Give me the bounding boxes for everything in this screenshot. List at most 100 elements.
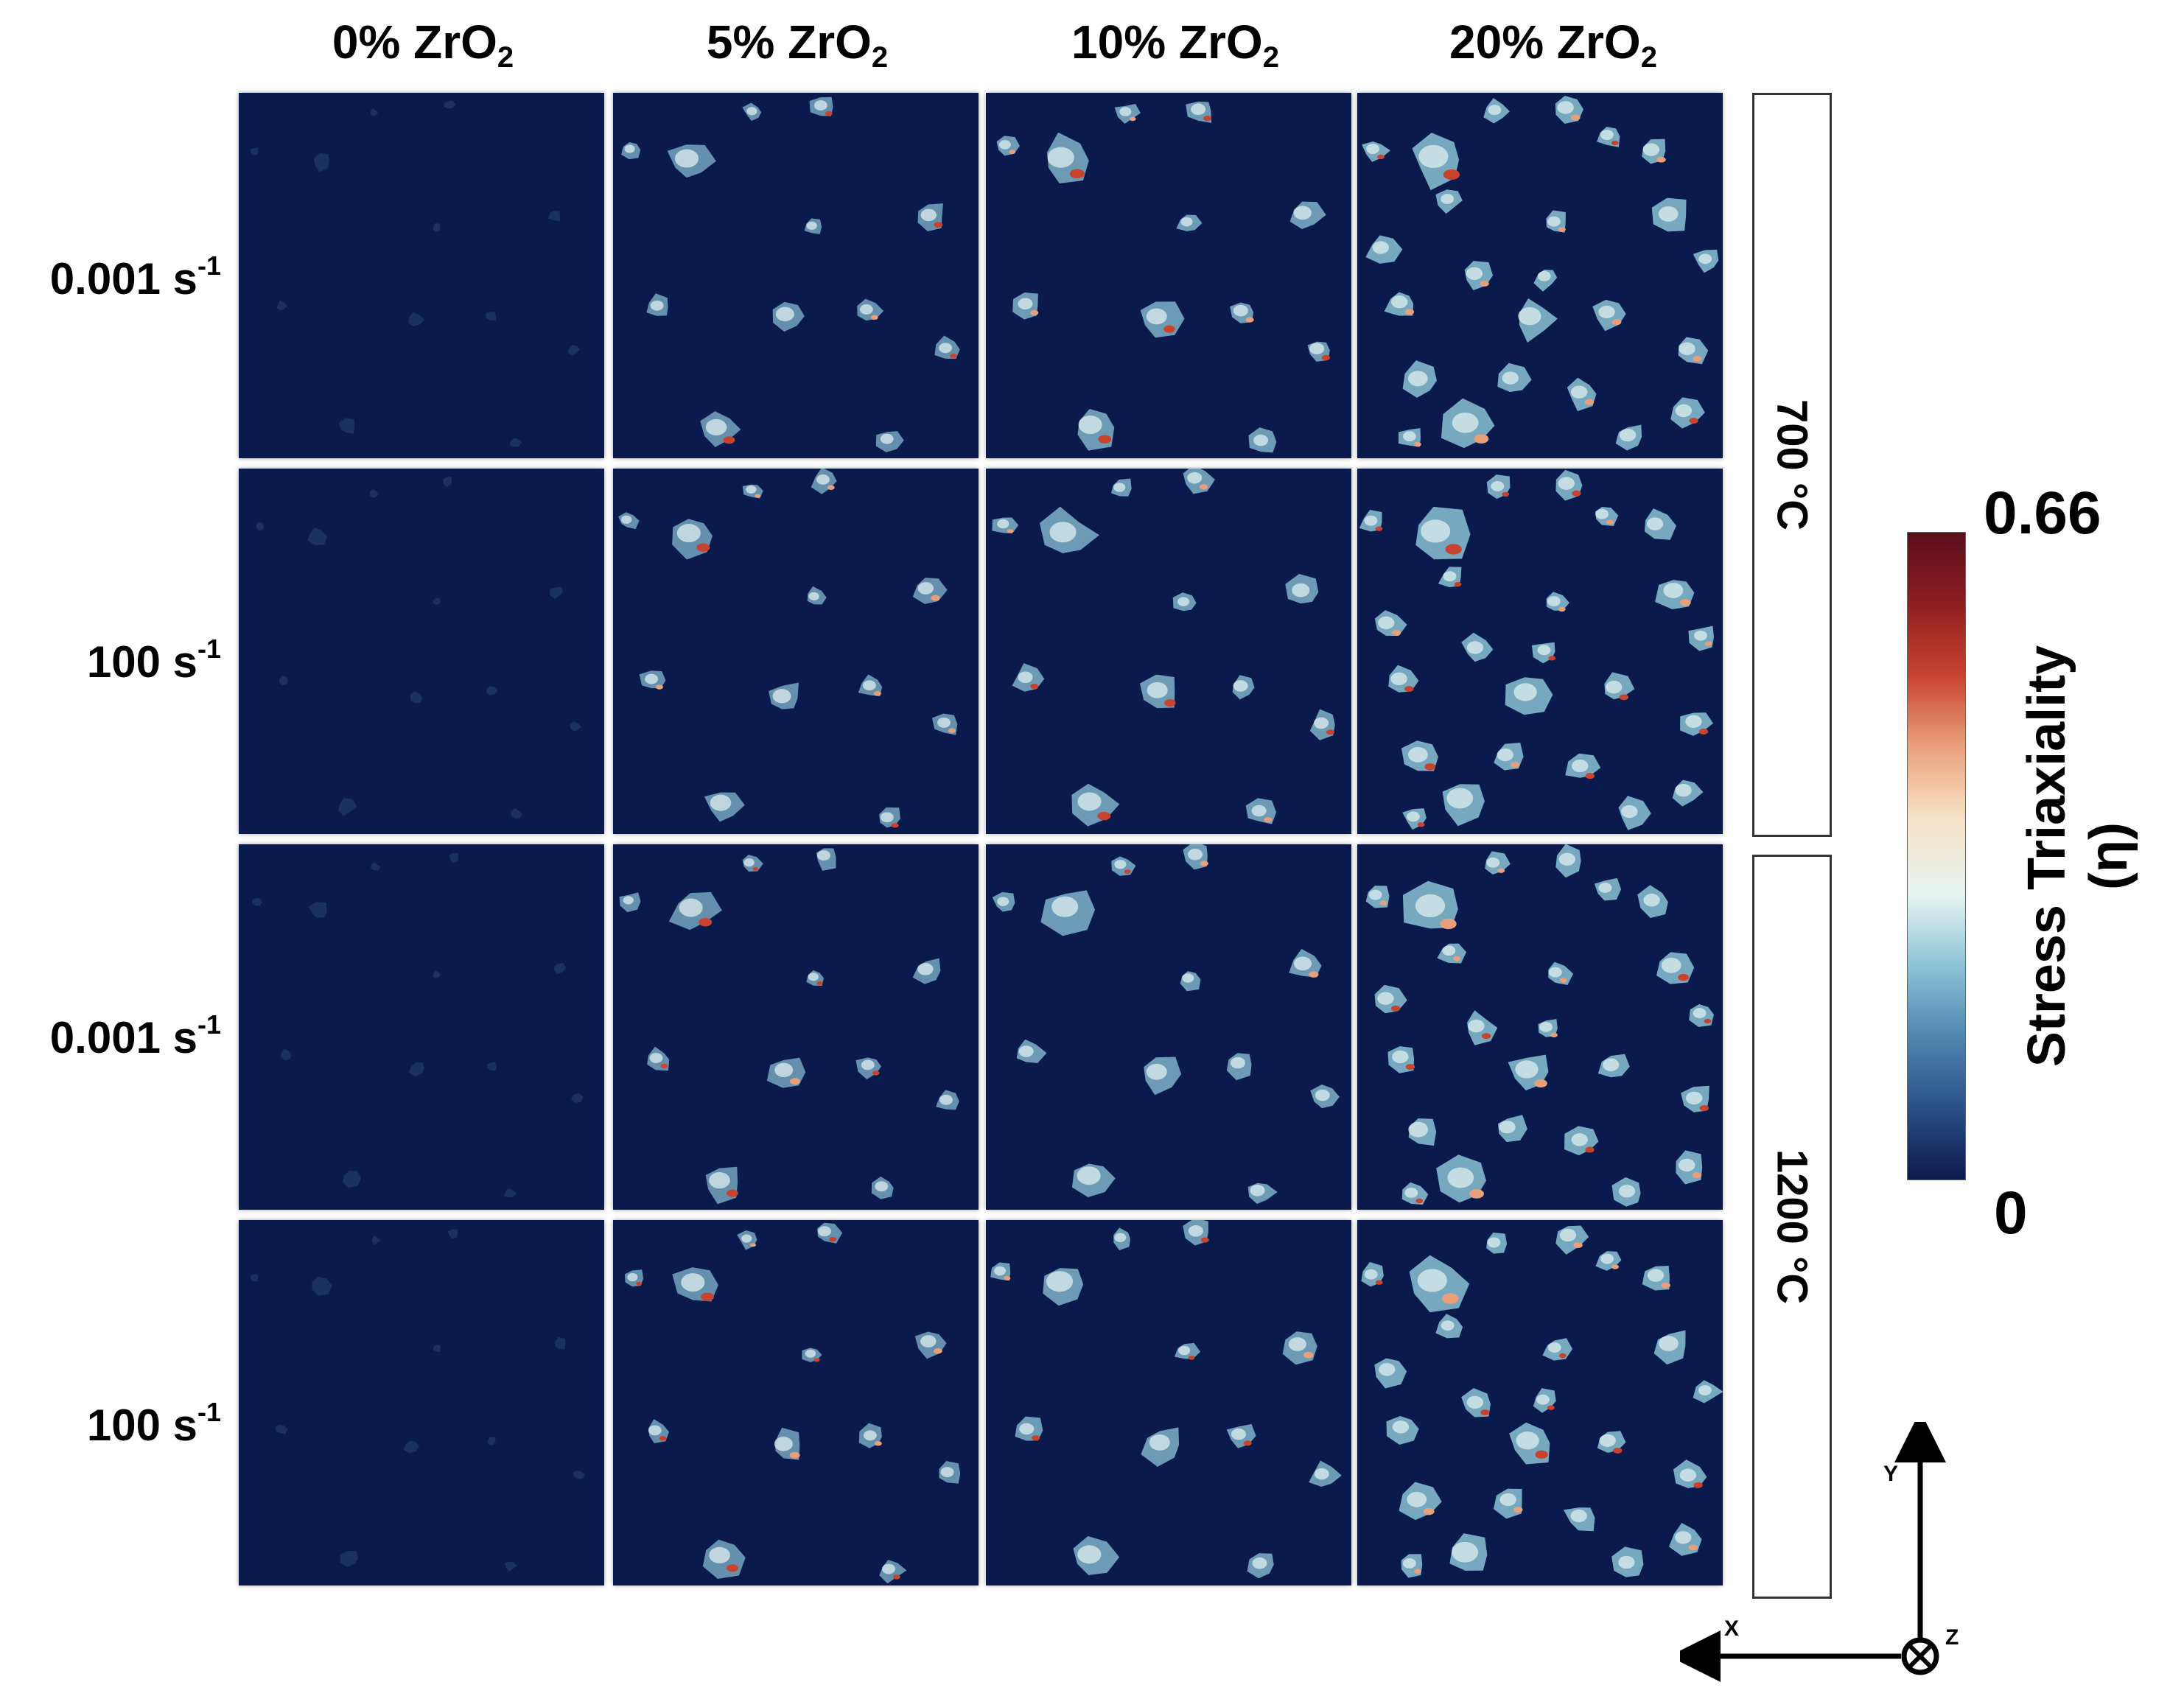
particle-11 [486,686,498,695]
particle-8 [1307,341,1331,362]
particle-6 [337,798,357,816]
column-header-20pct: 20% ZrO2 [1449,15,1657,74]
particle-1 [1415,506,1471,560]
particle-7 [1247,1553,1274,1579]
particle-3 [549,586,564,599]
particle-20 [1594,877,1622,901]
particle-1 [1039,506,1099,553]
column-header-5pct: 5% ZrO2 [706,15,889,74]
particle-1 [1412,133,1460,191]
particle-15 [1467,1010,1498,1045]
particle-15 [1461,632,1494,662]
particle-2 [1183,1220,1209,1246]
particle-4 [275,1424,288,1434]
particle-9 [807,586,827,605]
particle-10 [1365,886,1390,908]
colorbar-title-line2: (η) [2079,822,2138,890]
particle-7 [504,1561,517,1572]
particle-7 [1618,796,1651,830]
particle-9 [1546,210,1566,233]
particle-5 [403,1440,420,1454]
particle-12 [369,488,379,498]
particle-8 [936,1090,959,1110]
particle-10 [992,517,1019,533]
particle-4 [1012,663,1045,692]
colorbar [1907,532,1966,1180]
particle-16 [1564,1126,1599,1156]
particle-9 [433,970,441,978]
particle-4 [1012,292,1039,320]
particle-8 [570,721,582,732]
particle-8 [931,713,958,735]
particle-5 [408,312,425,326]
particle-9 [433,598,441,605]
particle-4 [1386,1415,1419,1445]
particle-3 [917,203,943,231]
colorbar-title: Stress Triaxiality (η) [2016,645,2140,1067]
particle-12 [1114,103,1141,125]
particle-22 [1676,1150,1703,1185]
particle-18 [1689,1004,1714,1027]
particle-5 [1509,1422,1550,1465]
triaxiality-panel-r4-c3 [986,1220,1351,1585]
particle-17 [1644,508,1676,540]
coordinate-axes: Y X Z [1680,1422,1959,1682]
particle-7 [510,807,523,819]
particle-9 [802,1348,822,1362]
particle-11 [1226,1053,1252,1081]
particle-12 [371,1236,381,1245]
particle-3 [554,1336,566,1350]
particle-5 [1140,301,1185,338]
particle-4 [1016,1039,1047,1064]
particle-12 [1483,98,1510,124]
particle-9 [1546,592,1569,612]
particle-24 [1398,428,1421,447]
particle-12 [742,484,763,499]
particle-12 [1110,478,1132,497]
particle-4 [1388,665,1419,693]
colorbar-min-label: 0 [1994,1180,2028,1247]
temperature-box-1200: 1200 °C [1752,855,1832,1599]
particle-9 [804,218,822,234]
particle-10 [251,898,263,906]
particle-18 [1688,626,1714,651]
particle-3 [1289,949,1322,978]
particle-24 [1402,808,1427,830]
particle-8 [1680,712,1714,736]
particle-5 [1139,674,1176,709]
particle-8 [1310,1084,1340,1109]
particle-5 [410,690,423,704]
particle-1 [672,519,713,560]
particle-19 [1497,1115,1527,1143]
triaxiality-panel-r1-c4 [1357,93,1723,458]
particle-5 [1505,677,1553,715]
particle-12 [371,862,381,871]
particle-22 [1672,779,1704,807]
triaxiality-panel-r2-c1 [239,469,604,834]
particle-12 [1485,851,1511,875]
particle-1 [1046,132,1089,183]
particle-22 [1670,397,1705,429]
row-header-strain-rate-4: 100 s-1 [86,1397,221,1450]
triaxiality-panel-r3-c4 [1357,844,1723,1210]
particle-9 [1175,1342,1201,1360]
z-axis-into-page-icon [1901,1637,1939,1675]
particle-7 [1245,798,1277,824]
particle-10 [250,1274,259,1282]
temperature-label-1200: 1200 °C [1768,1149,1816,1305]
particle-10 [990,1262,1011,1281]
particle-10 [256,522,265,531]
particle-8 [1681,1085,1709,1112]
particle-10 [621,141,641,160]
triaxiality-panel-r4-c1 [239,1220,604,1585]
particle-3 [1656,952,1695,984]
particle-20 [1595,506,1619,527]
particle-3 [912,578,948,604]
particle-8 [1309,709,1335,740]
particle-9 [433,223,441,232]
triaxiality-panel-r4-c4 [1357,1220,1723,1585]
particle-5 [1508,1054,1549,1091]
particle-10 [618,512,640,530]
particle-7 [1247,1182,1278,1205]
particle-4 [639,670,666,690]
